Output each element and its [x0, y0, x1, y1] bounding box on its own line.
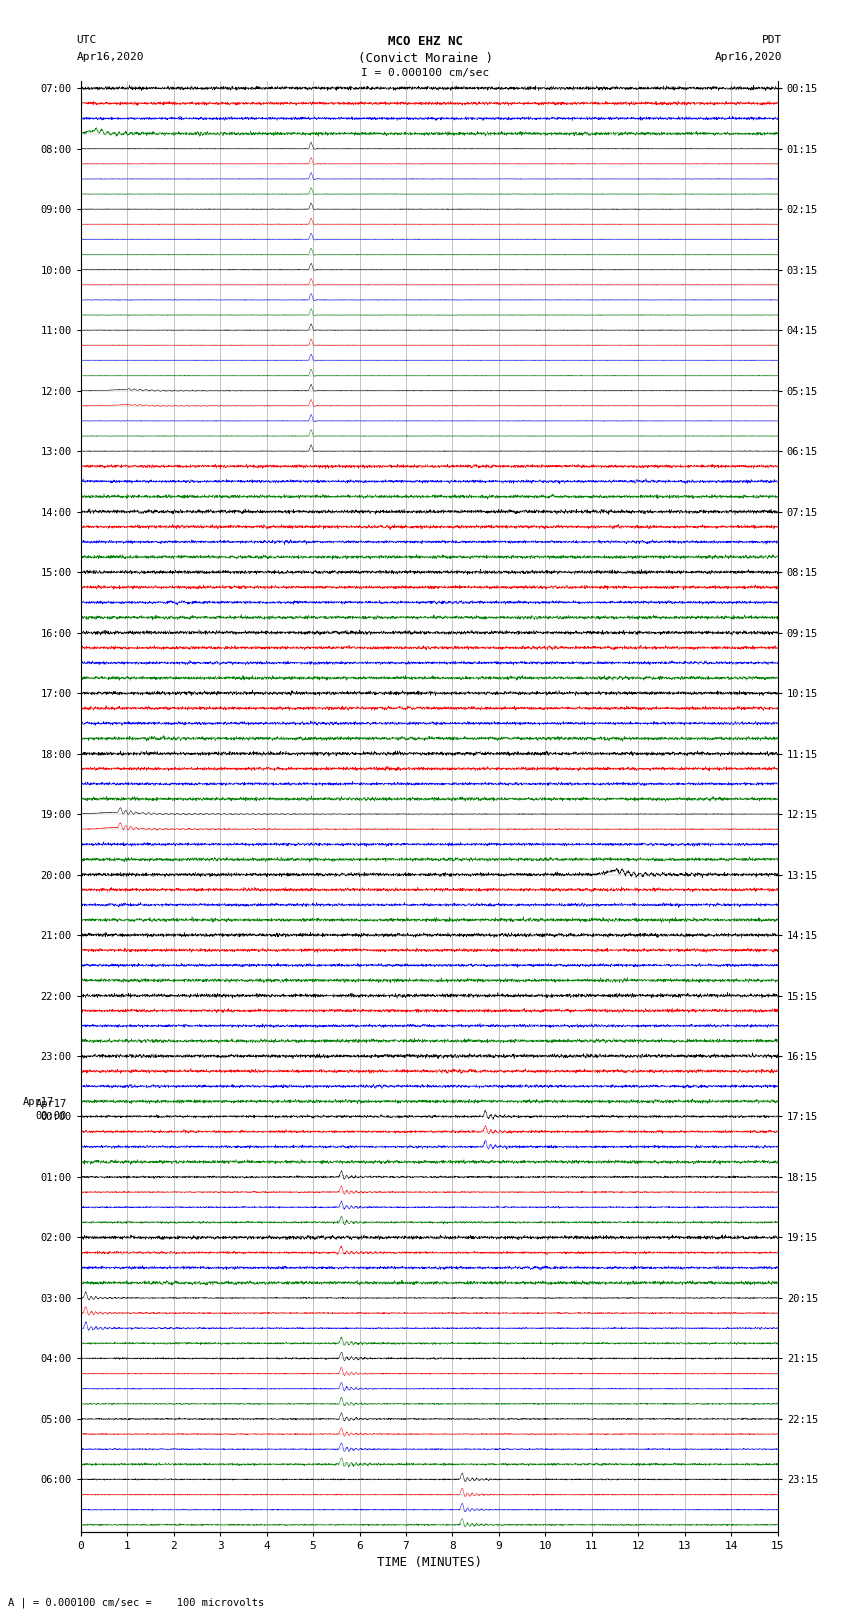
Text: A | = 0.000100 cm/sec =    100 microvolts: A | = 0.000100 cm/sec = 100 microvolts: [8, 1597, 264, 1608]
Text: 00:00: 00:00: [36, 1111, 67, 1121]
Text: PDT: PDT: [762, 35, 782, 45]
Text: I = 0.000100 cm/sec: I = 0.000100 cm/sec: [361, 68, 489, 77]
Text: Apr17: Apr17: [22, 1097, 54, 1108]
Text: UTC: UTC: [76, 35, 97, 45]
Text: (Convict Moraine ): (Convict Moraine ): [358, 52, 492, 65]
Text: Apr16,2020: Apr16,2020: [715, 52, 782, 61]
X-axis label: TIME (MINUTES): TIME (MINUTES): [377, 1555, 482, 1568]
Text: Apr17: Apr17: [36, 1098, 67, 1110]
Text: Apr16,2020: Apr16,2020: [76, 52, 144, 61]
Text: MCO EHZ NC: MCO EHZ NC: [388, 35, 462, 48]
